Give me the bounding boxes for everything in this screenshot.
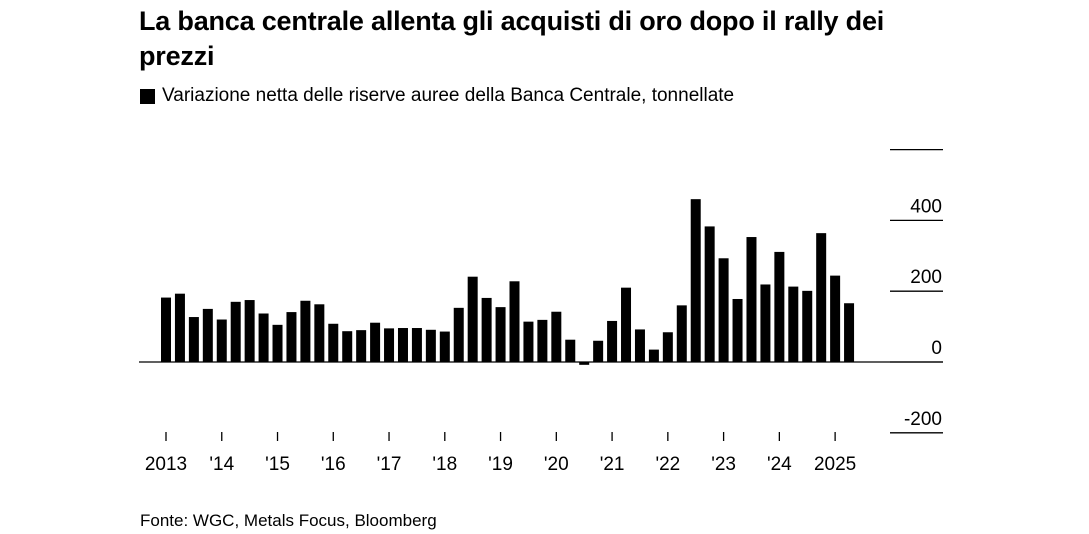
bar [370, 322, 381, 362]
y-tick-label: -200 [904, 409, 942, 430]
bar [202, 308, 213, 362]
x-tick-label: '15 [265, 454, 290, 475]
bar [788, 286, 799, 362]
bar [634, 329, 645, 362]
bar [607, 320, 618, 362]
legend: Variazione netta delle riserve auree del… [140, 85, 734, 107]
bar [621, 287, 632, 362]
bar [244, 300, 255, 362]
bar [300, 300, 311, 362]
x-tick-label: '14 [209, 454, 234, 475]
x-tick-label: '21 [600, 454, 625, 475]
y-tick-label: 200 [910, 267, 942, 288]
x-tick-label: '18 [432, 454, 457, 475]
x-tick-label: '16 [321, 454, 346, 475]
x-tick-label: '23 [711, 454, 736, 475]
bar [760, 284, 771, 362]
bar [356, 330, 367, 362]
x-tick-label: 2013 [145, 454, 187, 475]
legend-swatch-icon [140, 88, 155, 104]
bar [161, 297, 171, 362]
bar [844, 303, 855, 362]
legend-label: Variazione netta delle riserve auree del… [162, 85, 735, 106]
bar [425, 329, 436, 362]
bar [174, 293, 185, 362]
bar [467, 276, 478, 362]
bar [188, 317, 199, 362]
bar [509, 281, 520, 362]
bar [286, 312, 297, 362]
x-tick-label: '19 [488, 454, 513, 475]
bar [481, 297, 492, 362]
bar [732, 298, 743, 362]
bar [593, 340, 604, 362]
bar [774, 251, 785, 362]
bar [453, 307, 464, 362]
bar [328, 323, 339, 362]
bar [272, 324, 283, 362]
x-tick-label: '22 [655, 454, 680, 475]
bar [746, 237, 757, 362]
x-tick-label: 2025 [814, 454, 856, 475]
source-note: Fonte: WGC, Metals Focus, Bloomberg [140, 511, 437, 530]
bar [565, 339, 576, 362]
bar [216, 319, 227, 362]
y-tick-label: 0 [931, 338, 942, 359]
bar [314, 304, 325, 362]
x-tick-label: '24 [767, 454, 792, 475]
bar [690, 199, 701, 362]
bar [648, 349, 659, 362]
bar [551, 311, 562, 362]
bar [342, 331, 353, 362]
bar [579, 362, 590, 365]
x-tick-label: '20 [544, 454, 569, 475]
bar [704, 226, 715, 362]
chart-title: La banca centrale allenta gli acquisti d… [139, 6, 885, 71]
bar [258, 313, 269, 362]
bar [802, 290, 813, 362]
bar [816, 233, 827, 362]
bar [830, 275, 841, 362]
bar [662, 332, 673, 362]
bar [523, 321, 534, 362]
bar [411, 328, 422, 362]
bar [384, 328, 395, 362]
bar [676, 305, 687, 362]
x-tick-label: '17 [377, 454, 402, 475]
bar [397, 328, 408, 362]
bar [537, 319, 548, 362]
bar [230, 301, 241, 362]
bar [439, 331, 450, 362]
y-tick-label: 400 [910, 196, 942, 217]
bar [495, 307, 506, 362]
bar [718, 258, 729, 362]
